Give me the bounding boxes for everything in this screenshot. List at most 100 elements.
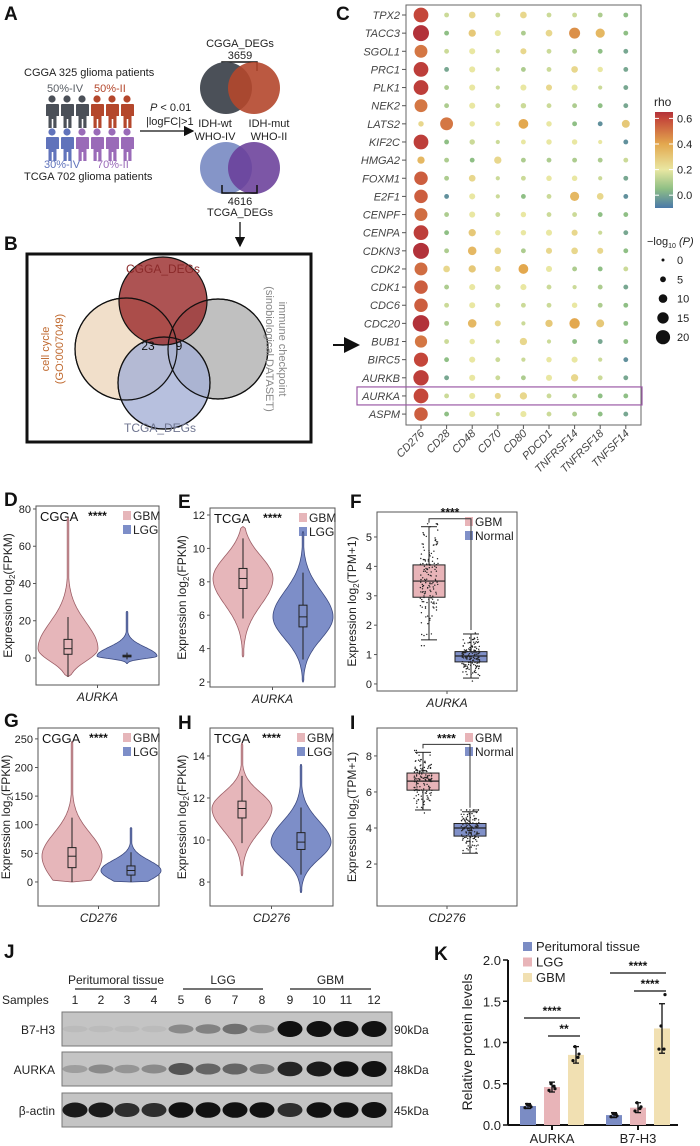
band-B7-H3-6: [195, 1024, 221, 1034]
y-label-text: (TPM+1): [345, 752, 359, 799]
p-symbol: P: [150, 102, 158, 114]
data-point-Normal: [461, 654, 463, 657]
replicate-point: [577, 1052, 581, 1056]
dot-AURKA-CD276: [413, 388, 429, 404]
data-point-Normal: [478, 662, 480, 664]
data-point-Normal: [476, 641, 479, 644]
data-point-Normal: [477, 638, 479, 641]
legend-label-LGG: LGG: [133, 523, 158, 537]
dot-LATS2-CD28: [440, 117, 454, 131]
data-point-Normal: [475, 665, 478, 668]
data-point-GBM: [417, 782, 419, 785]
data-point-GBM: [415, 775, 418, 777]
data-point-Normal: [472, 638, 475, 641]
data-point-GBM: [426, 523, 429, 525]
band-β-actin-11: [333, 1102, 359, 1118]
data-point-GBM: [429, 778, 431, 780]
gene-label: E2F1: [374, 191, 400, 203]
band-AURKA-6: [195, 1063, 221, 1075]
y-tick-label: 14: [193, 751, 205, 763]
data-point-GBM: [421, 543, 423, 545]
data-point-GBM: [421, 633, 423, 636]
dot-BIRC5-CD48: [469, 356, 476, 363]
data-point-Normal: [470, 673, 472, 675]
data-point-GBM: [432, 588, 435, 590]
data-point-Normal: [474, 642, 477, 644]
dot-BIRC5-TNFRSF18: [598, 357, 603, 362]
data-point-Normal: [460, 825, 462, 828]
venn-outline: [167, 298, 269, 400]
dot-HMGA2-CD28: [444, 157, 450, 163]
box-LGG: [298, 604, 308, 628]
band-B7-H3-1: [62, 1025, 88, 1033]
data-point-Normal: [474, 836, 476, 839]
dot-CDK1-PDCD1: [546, 284, 552, 290]
replicate-point: [529, 1105, 533, 1109]
significance-bracket: [428, 518, 472, 630]
data-point-GBM: [429, 526, 431, 528]
data-point-Normal: [466, 655, 468, 658]
data-point-GBM: [430, 794, 432, 796]
plot-frame: [376, 727, 518, 907]
legend-swatch-LGG: [523, 957, 532, 967]
sample-number: 8: [259, 993, 266, 1007]
data-point-GBM: [435, 609, 438, 611]
panel-label-e: E: [178, 492, 191, 513]
dot-CENPA-PDCD1: [545, 229, 553, 236]
data-point-GBM: [423, 784, 426, 786]
data-point-GBM: [422, 584, 425, 587]
dot-CDC20-CD48: [467, 319, 477, 328]
idh-mut-label: IDH-mut: [249, 118, 290, 130]
data-point-Normal: [473, 651, 475, 654]
data-point-Normal: [464, 821, 467, 823]
x-tick-label: B7-H3: [620, 1131, 657, 1146]
band-AURKA-5: [168, 1063, 194, 1075]
legend-label-Peritumoral tissue: Peritumoral tissue: [536, 939, 640, 954]
data-point-GBM: [422, 585, 424, 588]
dot-NEK2-PDCD1: [546, 103, 552, 109]
dot-CDK2-CD276: [414, 262, 428, 276]
data-point-GBM: [426, 777, 428, 779]
band-AURKA-4: [141, 1064, 167, 1074]
data-point-GBM: [421, 588, 424, 590]
data-point-Normal: [465, 650, 467, 652]
data-point-GBM: [415, 795, 417, 797]
data-point-GBM: [434, 579, 437, 582]
dot-CENPA-CD276: [413, 225, 429, 241]
data-point-Normal: [466, 840, 468, 842]
y-tick-label: 3: [366, 591, 372, 603]
dot-PLK1-CD28: [444, 85, 450, 90]
data-point-Normal: [471, 680, 474, 682]
data-point-GBM: [424, 607, 427, 609]
data-point-GBM: [422, 570, 425, 572]
dot-CDK1-CD48: [469, 284, 476, 291]
data-point-Normal: [469, 822, 472, 824]
person-head: [78, 128, 86, 136]
data-point-GBM: [432, 544, 435, 546]
dot-AURKB-CD276: [413, 370, 429, 386]
data-point-Normal: [473, 638, 476, 640]
data-point-GBM: [413, 771, 416, 773]
dot-NEK2-CD28: [444, 103, 450, 109]
band-β-actin-6: [195, 1102, 221, 1118]
data-point-GBM: [419, 786, 421, 788]
dot-CDK2-PDCD1: [545, 265, 553, 272]
legend-swatch-Normal: [465, 531, 473, 540]
legend-label-LGG: LGG: [536, 955, 563, 970]
dot-PRC1-TNFSF14: [623, 67, 629, 72]
data-point-Normal: [476, 840, 478, 842]
box-GBM: [237, 800, 247, 819]
sample-number: 9: [287, 993, 294, 1007]
sample-number: 2: [98, 993, 105, 1007]
data-point-GBM: [424, 592, 426, 594]
person-body: [61, 137, 74, 161]
data-point-Normal: [474, 825, 476, 827]
idh-wt-label: IDH-wt: [198, 118, 232, 130]
significance-label: ****: [441, 506, 460, 520]
person-icon: [121, 95, 134, 128]
band-AURKA-12: [361, 1061, 387, 1077]
dot-CENPA-CD80: [520, 229, 527, 236]
data-point-GBM: [417, 759, 420, 761]
dot-CDC20-CD276: [412, 315, 430, 332]
data-point-Normal: [472, 819, 474, 821]
